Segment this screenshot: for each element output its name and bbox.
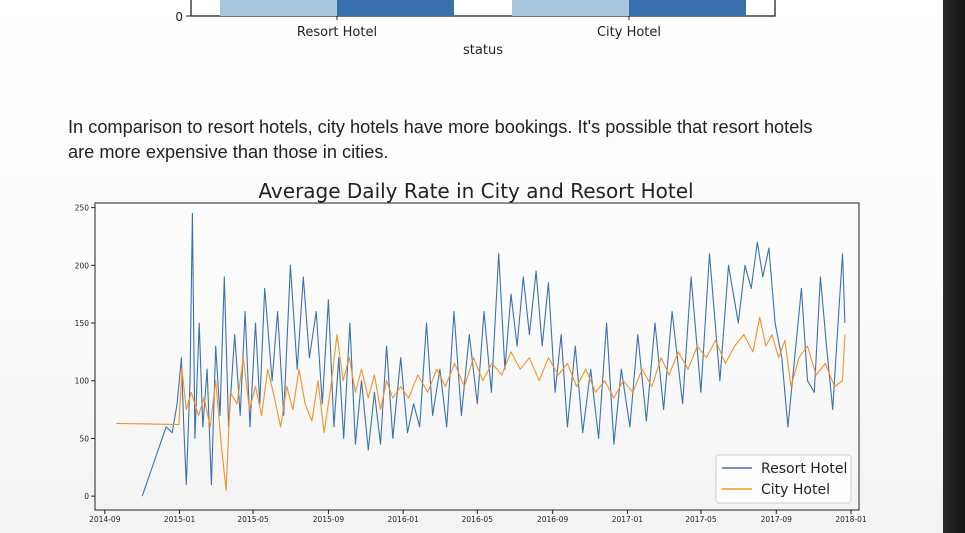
top-chart-axes (190, 0, 776, 17)
status-bar-chart: 0 Resort Hotel City Hotel status (175, 0, 776, 58)
y-tick-label: 250 (75, 204, 90, 213)
city-hotel-line (116, 316, 846, 491)
legend-box (715, 454, 852, 504)
resort-hotel-line (141, 212, 846, 497)
x-tick-label: 2017-09 (761, 515, 793, 524)
x-tick-label: 2018-01 (835, 515, 867, 524)
y-tick-label: 50 (79, 434, 89, 443)
notebook-page: 0 Resort Hotel City Hotel status In comp… (0, 0, 943, 533)
y-tick-label: 0 (84, 492, 89, 501)
legend-city-label: City Hotel (761, 482, 830, 498)
x-tick-label: 2014-09 (89, 515, 121, 524)
bar-city-dark (629, 0, 746, 16)
explanation-paragraph: In comparison to resort hotels, city hot… (68, 117, 813, 163)
bar-resort-dark (337, 0, 454, 16)
x-tick-label: 2017-05 (685, 515, 717, 524)
x-tick-label: 2017-01 (612, 515, 644, 524)
window-edge (943, 0, 965, 533)
x-tick-label: 2015-05 (237, 515, 269, 524)
legend: Resort Hotel City Hotel (715, 454, 852, 504)
adr-line-chart: Average Daily Rate in City and Resort Ho… (75, 179, 867, 524)
x-tick-label: 2016-01 (388, 515, 420, 524)
top-ytick-label: 0 (175, 10, 183, 24)
x-tick-label: 2016-05 (462, 515, 494, 524)
legend-resort-label: Resort Hotel (761, 461, 847, 477)
top-xlabel: status (463, 43, 503, 58)
top-xtick-label-resort: Resort Hotel (297, 25, 377, 40)
chart-title: Average Daily Rate in City and Resort Ho… (258, 179, 693, 203)
y-tick-label: 150 (75, 319, 90, 328)
y-tick-label: 100 (75, 377, 90, 386)
top-xtick-label-city: City Hotel (597, 25, 661, 40)
x-tick-label: 2016-09 (537, 515, 569, 524)
x-tick-label: 2015-09 (313, 515, 345, 524)
x-tick-label: 2015-01 (164, 515, 196, 524)
bar-resort-light (220, 0, 337, 16)
y-tick-label: 200 (75, 261, 90, 270)
bar-city-light (512, 0, 629, 16)
